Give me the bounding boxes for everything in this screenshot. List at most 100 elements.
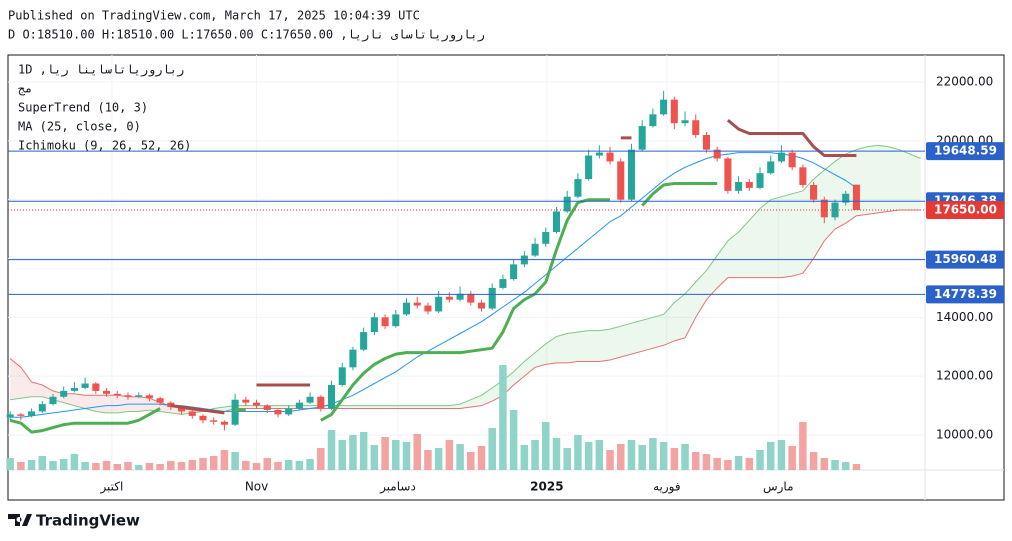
candle-body — [113, 393, 121, 396]
volume-bar — [231, 452, 239, 470]
candle-body — [820, 199, 828, 218]
volume-bar — [145, 463, 154, 470]
volume-bar — [681, 444, 689, 470]
volume-bar — [370, 445, 379, 470]
volume-bar — [424, 450, 432, 470]
candle-body — [724, 158, 732, 191]
candle-body — [563, 196, 571, 212]
volume-bar — [92, 463, 100, 470]
cloud-segment — [835, 154, 846, 230]
volume-bar — [745, 458, 754, 470]
cloud-segment — [406, 405, 418, 409]
volume-bar — [306, 459, 314, 470]
volume-bar — [649, 438, 657, 470]
volume-bar — [456, 444, 464, 470]
cloud-segment — [738, 220, 750, 278]
volume-bar — [595, 440, 604, 470]
overlay: 10000.0012000.0014000.0016000.0018000.00… — [18, 63, 1004, 495]
candle-body — [810, 184, 818, 200]
volume-bar — [167, 461, 175, 470]
candle-body — [585, 155, 593, 180]
cloud-segment — [427, 405, 439, 409]
cloud-segment — [674, 293, 686, 341]
cloud-segment — [577, 330, 589, 362]
candle-body — [231, 399, 239, 425]
candle-body — [638, 126, 646, 150]
candle-body — [702, 134, 710, 150]
volume-bar — [70, 454, 79, 470]
candle-body — [413, 302, 421, 306]
candle-body — [381, 317, 389, 327]
candle-body — [649, 114, 657, 127]
cloud-segment — [663, 302, 675, 346]
volume-bar — [488, 428, 496, 470]
candle-body — [81, 383, 89, 388]
cloud-segment — [277, 405, 289, 409]
cloud-segment — [685, 282, 696, 338]
volume-bar — [188, 460, 197, 470]
volume-bar — [799, 422, 807, 470]
candle-body — [156, 398, 164, 403]
candle-body — [103, 390, 111, 394]
volume-bar — [734, 456, 743, 470]
candle-body — [660, 99, 668, 115]
volume-bar — [59, 459, 68, 470]
volume-bar — [124, 462, 132, 470]
chart-frame — [7, 54, 1005, 501]
volume-bar — [413, 434, 421, 470]
candle-body — [499, 279, 507, 288]
candle-body — [767, 161, 775, 174]
cloud-segment — [749, 208, 761, 278]
x-tick-label: Nov — [245, 480, 268, 494]
logo-text: TradingView — [36, 512, 140, 530]
volume-bar — [242, 461, 250, 470]
volume-bar — [349, 435, 357, 470]
candle-body — [188, 411, 196, 416]
volume-bar — [434, 448, 443, 470]
cloud-segment — [792, 190, 803, 277]
cloud-segment — [374, 405, 386, 409]
candle-body — [606, 152, 614, 162]
volume-bar — [756, 450, 764, 470]
cloud-segment — [888, 146, 900, 212]
candle-body — [735, 182, 743, 191]
cloud-segment — [385, 405, 396, 409]
volume-bar — [49, 461, 57, 470]
volume-bar — [509, 410, 518, 470]
cloud-segment — [449, 404, 461, 409]
candle-body — [327, 384, 336, 409]
candle-body — [220, 421, 228, 425]
volume-bar — [17, 462, 25, 470]
x-tick-label: دسامبر — [379, 480, 416, 495]
cloud-segment — [620, 323, 632, 358]
price-label: 17650.00 — [934, 202, 997, 216]
candle-body — [338, 367, 346, 385]
legend-entry: SuperTrend (10, 3) — [18, 101, 148, 115]
candle-body — [49, 396, 57, 405]
candle-body — [60, 390, 68, 397]
cloud-segment — [567, 332, 578, 363]
cloud-segment — [170, 405, 182, 415]
cloud-segment — [760, 199, 771, 278]
y-tick-label: 12000.00 — [936, 369, 993, 383]
cloud-segment — [588, 330, 600, 362]
candle-body — [456, 293, 464, 300]
cloud-segment — [31, 382, 43, 397]
candle-body — [199, 415, 207, 421]
volume-bar — [156, 464, 164, 470]
x-tick-label: مارس — [763, 480, 794, 495]
candle-body — [531, 243, 539, 256]
candle-body — [285, 408, 293, 415]
candle-body — [167, 402, 175, 408]
cloud-segment — [460, 399, 471, 409]
cloud-segment — [95, 395, 107, 413]
volume-bar — [841, 462, 850, 470]
candle-body — [274, 409, 282, 415]
candle-body — [349, 349, 357, 368]
cloud-segment — [363, 405, 375, 409]
candle-body — [595, 152, 603, 156]
cloud-segment — [10, 358, 21, 400]
